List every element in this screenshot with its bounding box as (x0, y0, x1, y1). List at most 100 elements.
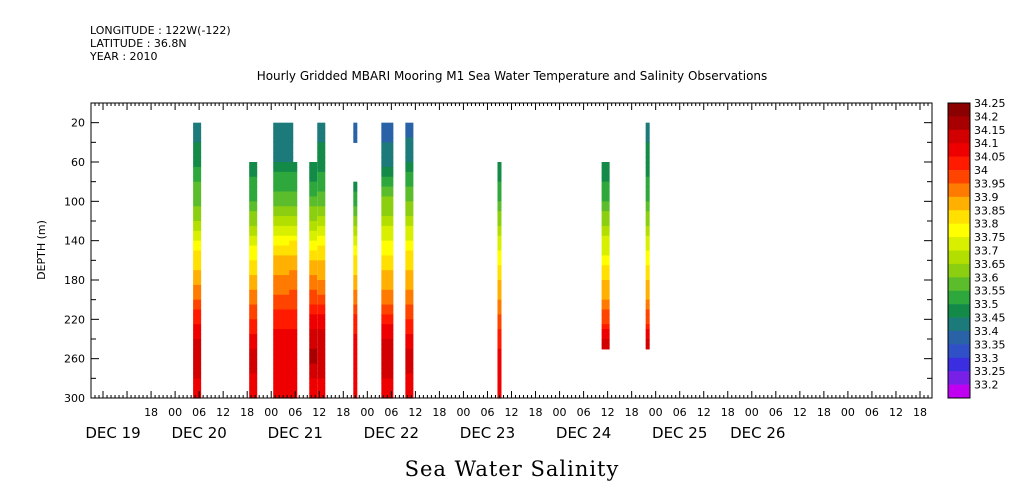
salinity-cell (645, 329, 650, 335)
salinity-cell (353, 235, 358, 242)
salinity-cell (405, 127, 414, 134)
x-axis: 18 00 06 12 18 00 06 12 18 00 06 12 18 00 06 12 18 00 06 12… (85, 103, 933, 442)
salinity-cell (309, 373, 318, 379)
salinity-cell (309, 250, 318, 257)
salinity-cell (273, 304, 294, 311)
salinity-cell (289, 260, 298, 266)
salinity-cell (317, 186, 326, 193)
salinity-cell (249, 294, 258, 301)
salinity-cell (273, 162, 294, 168)
salinity-cell (381, 309, 394, 316)
salinity-cell (381, 166, 394, 173)
salinity-cell (601, 250, 610, 257)
salinity-cell (405, 191, 414, 198)
salinity-cell (353, 191, 358, 198)
salinity-cell (645, 221, 650, 227)
salinity-cell (381, 358, 394, 365)
x-day-label: DEC 25 (652, 424, 707, 442)
salinity-cell (309, 166, 318, 173)
salinity-cell (273, 201, 294, 207)
y-tick-label: 20 (71, 117, 85, 130)
salinity-cell (405, 255, 414, 261)
salinity-cell (497, 235, 502, 242)
salinity-cell (381, 373, 394, 379)
salinity-cell (405, 329, 414, 335)
colorbar-label: 33.85 (974, 204, 1006, 217)
salinity-cell (317, 280, 326, 286)
salinity-cell (309, 284, 318, 291)
salinity-cell (249, 348, 258, 355)
salinity-cell (645, 250, 650, 257)
salinity-cell (645, 152, 650, 158)
salinity-cell (645, 284, 650, 291)
salinity-cell (249, 235, 258, 242)
salinity-cell (309, 378, 318, 384)
salinity-cell (381, 280, 394, 286)
salinity-cell (273, 157, 294, 163)
y-tick-label: 140 (64, 235, 85, 248)
salinity-cell (381, 162, 394, 168)
salinity-cell (353, 294, 358, 301)
salinity-cell (381, 176, 394, 183)
salinity-cell (249, 162, 258, 168)
colorbar-swatch (948, 170, 970, 184)
salinity-cell (381, 201, 394, 207)
salinity-cell (317, 181, 326, 188)
salinity-cell (317, 304, 326, 311)
salinity-cell (405, 265, 414, 271)
salinity-cell (193, 152, 202, 158)
salinity-cell (317, 176, 326, 183)
salinity-cell (353, 353, 358, 360)
salinity-cell (309, 329, 318, 335)
salinity-cell (353, 221, 358, 227)
salinity-cell (497, 221, 502, 227)
salinity-cell (317, 137, 326, 143)
salinity-cell (317, 196, 326, 202)
salinity-cell (273, 216, 294, 222)
salinity-cell (405, 378, 414, 384)
salinity-cell (601, 225, 610, 232)
salinity-cell (309, 201, 318, 207)
salinity-cell (249, 250, 258, 257)
colorbar-swatch (948, 357, 970, 372)
salinity-cell (405, 235, 414, 242)
salinity-cell (289, 383, 298, 389)
salinity-cell (317, 329, 326, 335)
salinity-cell (309, 294, 318, 301)
salinity-cell (645, 142, 650, 148)
salinity-cell (249, 319, 258, 325)
salinity-cell (193, 245, 202, 252)
salinity-cell (317, 201, 326, 207)
salinity-cell (645, 339, 650, 345)
data-column (405, 122, 414, 399)
salinity-cell (309, 245, 318, 252)
salinity-cell (317, 393, 326, 399)
salinity-cell (193, 191, 202, 198)
salinity-cell (193, 255, 202, 261)
data-column (601, 162, 610, 350)
salinity-cell (273, 383, 294, 389)
salinity-cell (309, 309, 318, 316)
salinity-cell (249, 309, 258, 316)
salinity-cell (601, 339, 610, 345)
salinity-cell (497, 358, 502, 365)
salinity-cell (193, 294, 202, 301)
salinity-cell (273, 240, 294, 247)
salinity-cell (645, 235, 650, 242)
salinity-cell (273, 368, 294, 375)
salinity-cell (405, 334, 414, 340)
salinity-cell (193, 176, 202, 183)
salinity-cell (193, 147, 202, 153)
salinity-cell (645, 309, 650, 316)
salinity-cell (497, 383, 502, 389)
salinity-cell (309, 255, 318, 261)
salinity-cell (317, 230, 326, 237)
salinity-cell (309, 343, 318, 350)
salinity-cell (289, 363, 298, 370)
salinity-cell (309, 353, 318, 360)
salinity-cell (249, 368, 258, 375)
salinity-cell (353, 186, 358, 193)
colorbar-swatch (948, 156, 970, 171)
salinity-cell (645, 270, 650, 276)
